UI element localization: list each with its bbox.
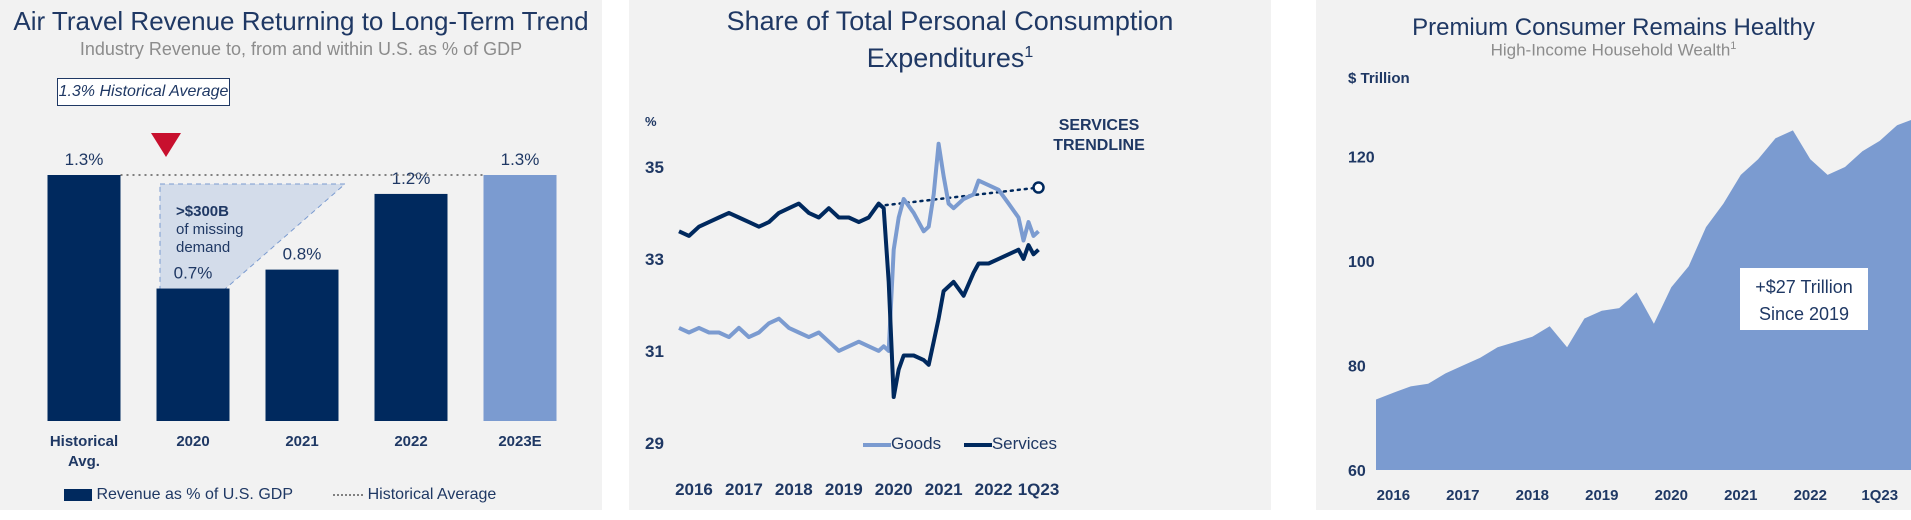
panel3-subtitle: High-Income Household Wealth1 xyxy=(1316,40,1911,61)
x-tick-label: 1Q23 xyxy=(1861,487,1898,504)
panel3-title: Premium Consumer Remains Healthy xyxy=(1412,14,1815,41)
y-tick-label: 100 xyxy=(1348,254,1375,271)
x-tick-label: 2020 xyxy=(1655,487,1688,504)
consumption-line-chart: % 29 31 33 35 2016 2017 2018 2019 2020 2021 2022 1Q2… xyxy=(645,114,1145,499)
panel1-subtitle: Industry Revenue to, from and within U.S… xyxy=(79,39,523,59)
legend-services-swatch xyxy=(963,442,992,447)
panel3-subtitle-text: High-Income Household Wealth xyxy=(1490,40,1731,60)
category-label: 2021 xyxy=(285,433,318,450)
x-tick-label: 2019 xyxy=(825,480,863,499)
x-tick-label: 2018 xyxy=(775,480,813,499)
legend-goods-swatch xyxy=(863,442,891,447)
panel3-subtitle-footnote: 1 xyxy=(1730,40,1737,52)
missing-demand-label: of missing xyxy=(176,221,244,238)
bar-value-label: 1.3% xyxy=(65,150,104,169)
panel2-title-footnote: 1 xyxy=(1024,44,1034,61)
trendline-label: TRENDLINE xyxy=(1053,137,1145,154)
category-label: 2022 xyxy=(394,433,427,450)
category-label: Avg. xyxy=(68,453,100,470)
x-tick-label: 2017 xyxy=(725,480,763,499)
y-tick-label: 33 xyxy=(645,250,664,269)
bar-value-label: 0.8% xyxy=(283,245,322,264)
x-tick-label: 1Q23 xyxy=(1018,480,1060,499)
series-line-services xyxy=(678,201,1040,399)
historical-average-callout: 1.3% Historical Average xyxy=(57,78,230,106)
missing-demand-label: demand xyxy=(176,239,230,256)
household-wealth-panel: Premium Consumer Remains Healthy High-In… xyxy=(1316,0,1911,510)
panel2-title-line2: Expenditures xyxy=(866,43,1025,73)
y-axis-unit: % xyxy=(645,114,657,129)
x-tick-label: 2018 xyxy=(1516,487,1549,504)
bar-2023e xyxy=(483,175,557,421)
callout-line1: +$27 Trillion xyxy=(1755,277,1853,297)
y-tick-label: 35 xyxy=(645,158,664,177)
x-tick-label: 2017 xyxy=(1446,487,1479,504)
x-tick-label: 2016 xyxy=(1377,487,1410,504)
consumption-expenditures-panel: Share of Total Personal Consumption Expe… xyxy=(629,0,1271,510)
panel3-unit-label: $ Trillion xyxy=(1348,70,1410,87)
bar-2020 xyxy=(156,288,230,421)
panel1-title: Air Travel Revenue Returning to Long-Ter… xyxy=(13,6,589,36)
bar-2021 xyxy=(265,269,339,421)
bar-historical-avg- xyxy=(47,175,121,421)
bar-2022 xyxy=(374,193,448,421)
category-label: 2020 xyxy=(176,433,209,450)
panel1-legend: Revenue as % of U.S. GDP Historical Aver… xyxy=(64,486,496,504)
wealth-area-chart: 60 80 100 120 2016 2017 2018 2019 2020 2021 2022 1Q… xyxy=(1348,120,1911,504)
legend-services-label: Services xyxy=(991,434,1058,453)
x-tick-label: 2020 xyxy=(875,480,913,499)
missing-demand-label: >$300B xyxy=(176,203,229,220)
trendline-label: SERVICES xyxy=(1059,117,1140,134)
legend-bar-label: Revenue as % of U.S. GDP xyxy=(96,486,293,503)
y-tick-label: 31 xyxy=(645,342,664,361)
legend-line-label: Historical Average xyxy=(367,486,497,503)
red-down-arrow-icon xyxy=(151,133,181,157)
y-tick-label: 60 xyxy=(1348,463,1366,480)
series-line-goods xyxy=(678,141,1040,353)
revenue-bar-chart: 1.3% Historical Avg. 0.7% 2020 0.8% 2021 1.2% 20… xyxy=(47,133,557,470)
bar-value-label: 1.3% xyxy=(501,150,540,169)
category-label: 2023E xyxy=(498,433,541,450)
x-tick-label: 2022 xyxy=(1794,487,1827,504)
x-tick-label: 2016 xyxy=(675,480,713,499)
category-label: Historical xyxy=(50,433,118,450)
panel2-legend: Goods Services xyxy=(863,434,1057,454)
x-tick-label: 2021 xyxy=(1724,487,1757,504)
callout-line2: Since 2019 xyxy=(1758,304,1850,324)
panel2-title: Share of Total Personal Consumption Expe… xyxy=(629,6,1271,74)
bar-value-label: 0.7% xyxy=(174,264,213,283)
legend-bar-swatch xyxy=(64,488,92,501)
y-tick-label: 29 xyxy=(645,434,664,453)
legend-goods-label: Goods xyxy=(891,434,942,453)
wealth-increase-callout: +$27 Trillion Since 2019 xyxy=(1740,268,1868,330)
trendline-endpoint-marker xyxy=(1032,181,1045,194)
legend-line-swatch xyxy=(333,493,364,496)
x-tick-label: 2021 xyxy=(925,480,963,499)
air-travel-revenue-panel: Air Travel Revenue Returning to Long-Ter… xyxy=(0,0,602,510)
y-tick-label: 120 xyxy=(1348,150,1375,167)
x-tick-label: 2022 xyxy=(975,480,1013,499)
wealth-area xyxy=(1376,120,1911,470)
y-tick-label: 80 xyxy=(1348,359,1366,376)
x-tick-label: 2019 xyxy=(1585,487,1618,504)
panel2-title-line1: Share of Total Personal Consumption xyxy=(726,6,1174,36)
bar-value-label: 1.2% xyxy=(392,169,431,188)
